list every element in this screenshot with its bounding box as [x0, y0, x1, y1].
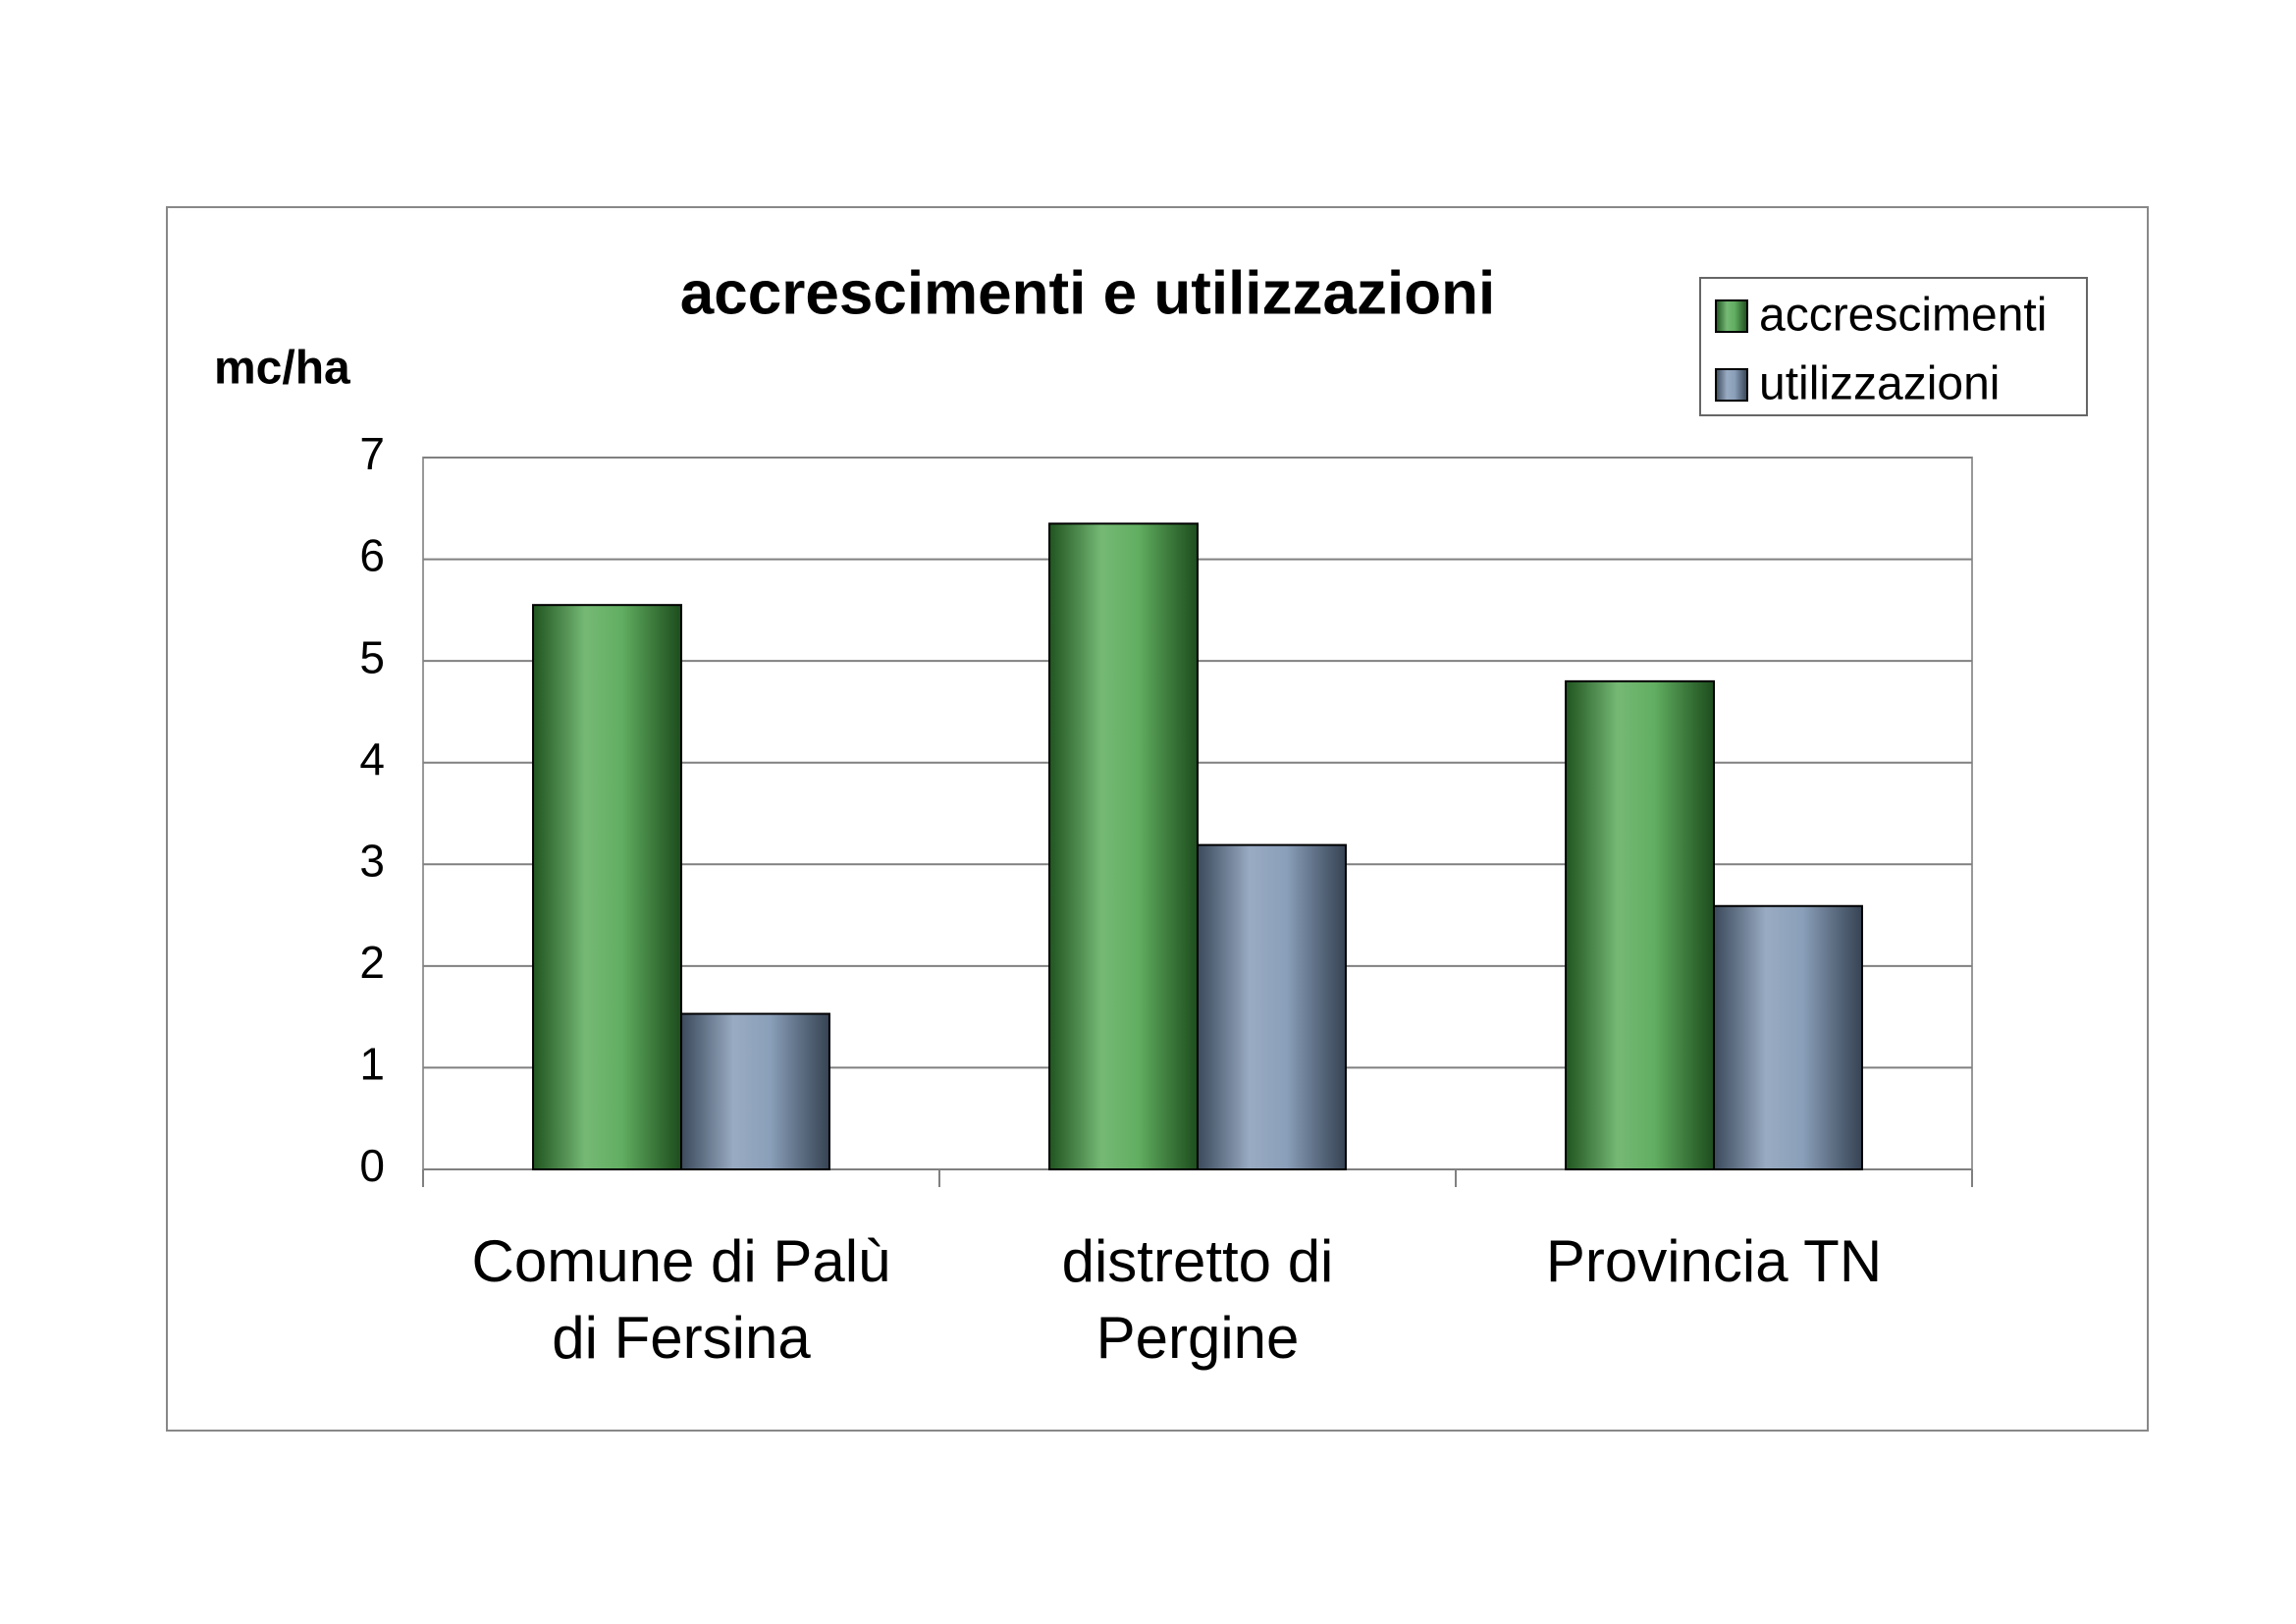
bar	[1197, 843, 1347, 1170]
y-axis-label: mc/ha	[214, 343, 350, 395]
y-tick-label: 7	[359, 428, 385, 479]
legend-label: utilizzazioni	[1759, 358, 2000, 410]
x-tick-label: Provincia TN	[1545, 1228, 1883, 1294]
y-tick-label: 2	[359, 937, 385, 988]
bar	[1048, 522, 1199, 1170]
x-tick-label: distretto di Pergine	[1061, 1228, 1334, 1371]
bar	[1713, 904, 1863, 1170]
legend-label: accrescimenti	[1759, 290, 2047, 342]
legend-swatch	[1715, 368, 1748, 402]
bar	[532, 604, 683, 1170]
y-tick-label: 3	[359, 835, 385, 886]
chart-title: accrescimenti e utilizzazioni	[680, 259, 1495, 327]
y-tick-label: 0	[359, 1140, 385, 1191]
legend-swatch	[1715, 299, 1748, 333]
legend-box	[1699, 277, 2088, 416]
y-tick-label: 5	[359, 631, 385, 682]
y-tick-label: 4	[359, 733, 385, 785]
y-tick-label: 1	[359, 1039, 385, 1090]
x-tick-label: Comune di Palù di Fersina	[471, 1228, 891, 1371]
bar	[680, 1012, 830, 1171]
bar	[1565, 679, 1715, 1170]
y-tick-label: 6	[359, 530, 385, 581]
